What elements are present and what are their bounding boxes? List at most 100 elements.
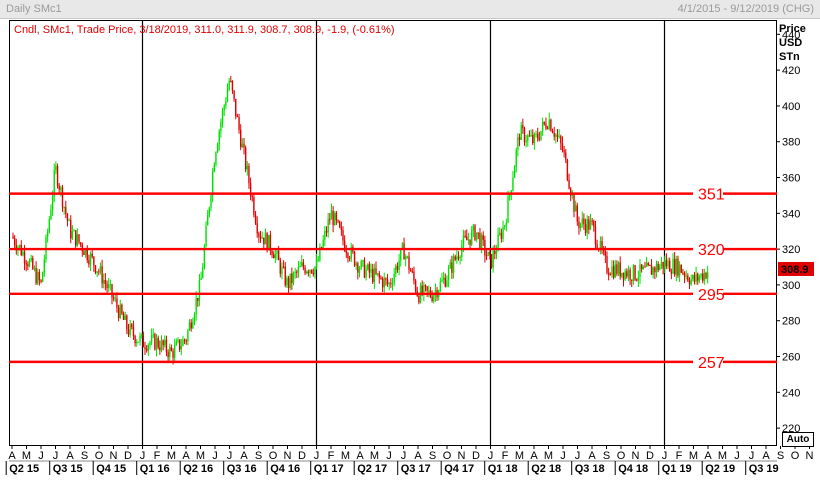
window-titlebar: Daily SMc1 4/1/2015 - 9/12/2019 (CHG) (0, 0, 820, 19)
candle-body-410 (688, 280, 691, 285)
candle-body-97 (172, 350, 174, 358)
candle-body-219 (373, 268, 376, 283)
candle-body-60 (111, 284, 113, 298)
y-tick-label-380: 380 (782, 137, 800, 149)
candle-body-390 (655, 263, 658, 273)
candle-body-354 (596, 244, 598, 249)
candle-body-64 (117, 307, 120, 318)
candle-body-183 (314, 266, 316, 275)
candle-body-337 (568, 179, 570, 189)
candle-body-333 (561, 143, 564, 151)
candle-body-172 (296, 271, 298, 273)
y-tick-label-320: 320 (782, 244, 800, 256)
candle-body-242 (411, 271, 413, 273)
candle-body-74 (134, 335, 136, 344)
month-label-35: M (515, 450, 524, 462)
candle-body-199 (340, 227, 343, 231)
y-tick-label-420: 420 (782, 65, 800, 77)
candle-body-311 (525, 141, 527, 143)
candle-body-36 (71, 231, 74, 239)
candle-body-43 (83, 251, 85, 255)
y-tick-label-340: 340 (782, 208, 800, 220)
candle-body-93 (165, 339, 168, 353)
month-label-10: F (154, 450, 161, 462)
candle-body-210 (358, 268, 361, 273)
candle-body-127 (221, 110, 224, 123)
candle-body-278 (471, 230, 473, 245)
candle-body-316 (533, 133, 536, 144)
candle-body-35 (70, 220, 72, 239)
date-range: 4/1/2015 - 9/12/2019 (CHG) (677, 3, 814, 15)
month-label-52: A (762, 450, 770, 462)
candle-body-288 (487, 252, 489, 256)
candle-body-301 (508, 194, 511, 197)
candle-body-8 (25, 263, 27, 265)
candle-body-191 (327, 219, 329, 233)
candle-body-373 (627, 269, 630, 277)
candle-body-326 (550, 119, 552, 131)
candle-body-421 (706, 272, 709, 279)
candle-body-212 (362, 260, 364, 262)
candle-body-419 (703, 272, 706, 281)
candle-body-404 (678, 264, 681, 276)
candle-body-82 (147, 344, 149, 351)
candle-body-89 (159, 347, 161, 351)
price-axis-units: Price USD STn (779, 22, 806, 64)
quarter-label-6: Q4 16 (270, 463, 300, 475)
level-label-257: 257 (698, 355, 725, 372)
candle-body-201 (343, 240, 346, 251)
candle-body-111 (195, 297, 197, 315)
candle-body-231 (393, 273, 395, 284)
month-label-43: N (632, 450, 640, 462)
candle-body-196 (335, 212, 338, 221)
last-price-label: 308.9 (781, 264, 809, 276)
candle-body-189 (324, 230, 326, 240)
candle-body-46 (88, 260, 90, 265)
quarter-label-11: Q1 18 (488, 463, 518, 475)
month-label-40: A (588, 450, 596, 462)
plot-area[interactable] (9, 20, 777, 446)
candle-body-138 (240, 129, 242, 148)
candle-body-1 (13, 238, 16, 246)
candle-body-382 (642, 266, 644, 270)
candle-body-217 (370, 269, 372, 273)
candle-body-115 (202, 267, 204, 279)
candle-body-165 (284, 266, 286, 286)
candle-body-19 (43, 259, 46, 273)
candle-body-254 (431, 296, 433, 301)
candle-body-272 (461, 245, 463, 257)
candle-body-54 (101, 266, 103, 284)
candle-body-352 (593, 220, 595, 227)
quarter-label-3: Q1 16 (140, 463, 170, 475)
candle-body-230 (391, 283, 394, 285)
candle-body-163 (281, 266, 283, 274)
candle-body-360 (606, 255, 608, 273)
candle-body-394 (662, 261, 664, 269)
candle-body-407 (683, 273, 686, 277)
candle-body-232 (395, 265, 397, 274)
candle-body-14 (35, 267, 37, 284)
quarter-label-8: Q2 17 (357, 463, 387, 475)
candle-body-406 (682, 272, 684, 274)
candle-body-251 (426, 286, 428, 291)
legend-info: Cndl, SMc1, Trade Price, 3/18/2019, 311.… (14, 24, 395, 36)
level-label-351: 351 (698, 187, 725, 204)
auto-scale-button[interactable]: Auto (782, 432, 814, 447)
candle-body-388 (652, 267, 654, 275)
candle-body-305 (515, 149, 517, 167)
candle-body-237 (403, 243, 405, 260)
candle-body-122 (213, 164, 215, 172)
candle-body-57 (106, 283, 108, 288)
candle-body-324 (546, 128, 549, 130)
candle-body-397 (667, 260, 669, 267)
month-label-50: J (734, 450, 740, 462)
candle-body-363 (611, 266, 613, 275)
quarter-label-9: Q3 17 (401, 463, 431, 475)
candle-body-96 (170, 347, 173, 351)
month-label-47: M (689, 450, 698, 462)
month-label-6: O (95, 450, 104, 462)
candle-body-342 (576, 205, 578, 222)
candle-body-246 (418, 295, 420, 303)
candle-body-329 (555, 134, 557, 137)
quarter-label-0: Q2 15 (9, 463, 39, 475)
